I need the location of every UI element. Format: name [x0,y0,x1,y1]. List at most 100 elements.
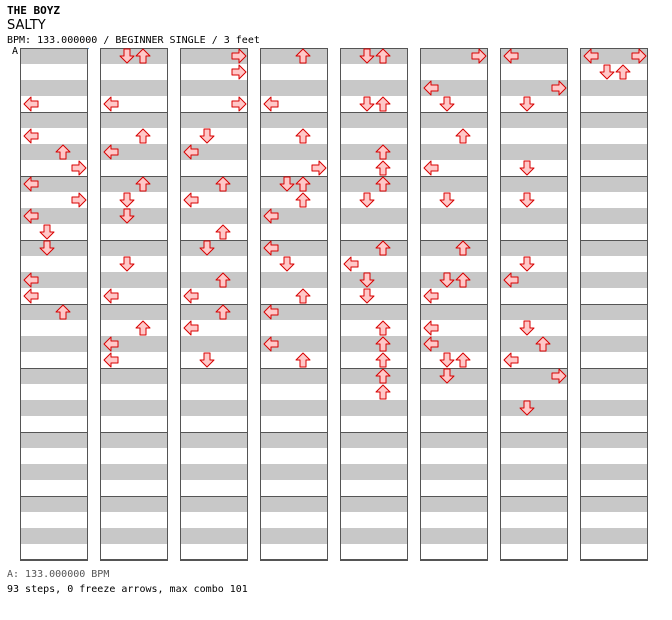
down-arrow-icon [279,256,295,272]
down-arrow-icon [199,352,215,368]
left-arrow-icon [263,336,279,352]
measure-line [500,304,568,305]
down-arrow-icon [519,96,535,112]
left-arrow-icon [183,192,199,208]
left-arrow-icon [23,288,39,304]
chart-column-4 [260,48,328,561]
measure-line [100,432,168,433]
up-arrow-icon [375,384,391,400]
column-border [420,48,488,560]
measure-line [500,240,568,241]
measure-line [340,240,408,241]
measure-line [420,496,488,497]
up-arrow-icon [135,176,151,192]
left-arrow-icon [263,240,279,256]
down-arrow-icon [359,96,375,112]
column-border [340,48,408,560]
left-arrow-icon [423,288,439,304]
measure-line [420,368,488,369]
up-arrow-icon [375,336,391,352]
measure-line [500,112,568,113]
column-border [500,48,568,560]
measure-line [180,48,248,49]
measure-line [180,240,248,241]
left-arrow-icon [503,48,519,64]
up-arrow-icon [215,272,231,288]
measure-line [20,432,88,433]
left-arrow-icon [103,144,119,160]
column-border [260,48,328,560]
down-arrow-icon [119,208,135,224]
down-arrow-icon [439,272,455,288]
measure-line [340,432,408,433]
down-arrow-icon [359,48,375,64]
up-arrow-icon [55,304,71,320]
left-arrow-icon [183,288,199,304]
down-arrow-icon [439,192,455,208]
chart-column-5 [340,48,408,561]
left-arrow-icon [423,80,439,96]
measure-line [260,560,328,561]
up-arrow-icon [375,48,391,64]
measure-line [500,176,568,177]
up-arrow-icon [375,368,391,384]
up-arrow-icon [455,240,471,256]
left-arrow-icon [503,272,519,288]
up-arrow-icon [215,176,231,192]
bpm-marker-label: A [12,46,19,57]
chart-info: BPM: 133.000000 / BEGINNER SINGLE / 3 fe… [7,35,260,46]
measure-line [100,240,168,241]
down-arrow-icon [119,48,135,64]
down-arrow-icon [119,192,135,208]
right-arrow-icon [551,80,567,96]
right-arrow-icon [231,96,247,112]
right-arrow-icon [311,160,327,176]
measure-line [340,560,408,561]
column-border [100,48,168,560]
down-arrow-icon [599,64,615,80]
right-arrow-icon [631,48,647,64]
measure-line [420,48,488,49]
measure-line [180,304,248,305]
measure-line [20,112,88,113]
measure-line [100,368,168,369]
up-arrow-icon [455,352,471,368]
up-arrow-icon [615,64,631,80]
measure-line [260,368,328,369]
left-arrow-icon [583,48,599,64]
up-arrow-icon [375,320,391,336]
measure-line [580,240,648,241]
measure-line [180,112,248,113]
measure-line [420,432,488,433]
measure-line [340,368,408,369]
measure-line [420,304,488,305]
measure-line [420,112,488,113]
down-arrow-icon [519,400,535,416]
right-arrow-icon [231,48,247,64]
measure-line [20,240,88,241]
measure-line [580,176,648,177]
measure-line [500,496,568,497]
up-arrow-icon [55,144,71,160]
column-border [180,48,248,560]
up-arrow-icon [135,48,151,64]
measure-line [420,560,488,561]
down-arrow-icon [359,192,375,208]
chart-column-7 [500,48,568,561]
down-arrow-icon [439,96,455,112]
right-arrow-icon [551,368,567,384]
down-arrow-icon [199,240,215,256]
measure-line [100,560,168,561]
left-arrow-icon [23,128,39,144]
measure-line [340,496,408,497]
step-stats: 93 steps, 0 freeze arrows, max combo 101 [7,584,248,595]
up-arrow-icon [375,352,391,368]
measure-line [580,432,648,433]
left-arrow-icon [423,160,439,176]
up-arrow-icon [135,128,151,144]
column-border [580,48,648,560]
left-arrow-icon [423,320,439,336]
measure-line [500,368,568,369]
up-arrow-icon [295,352,311,368]
down-arrow-icon [519,320,535,336]
